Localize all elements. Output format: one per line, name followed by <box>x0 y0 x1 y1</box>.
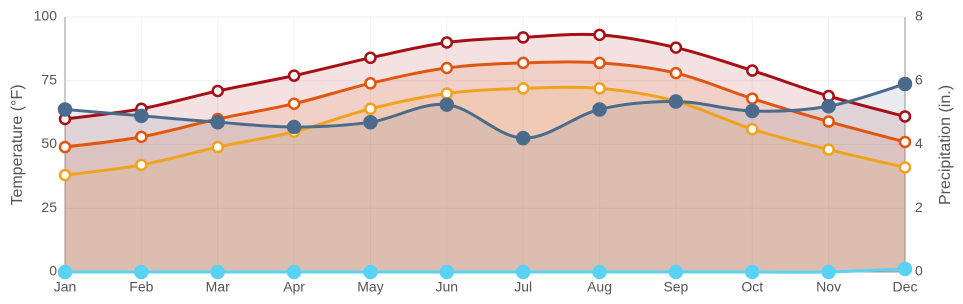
point <box>134 264 149 280</box>
point <box>210 114 225 130</box>
x-tick-label: Jun <box>436 279 459 295</box>
y-tick-label: 25 <box>41 199 57 215</box>
y-axis-title: Temperature (°F) <box>9 84 26 205</box>
x-tick-label: Oct <box>741 279 763 295</box>
point <box>822 143 835 156</box>
y-tick-label: 50 <box>41 135 57 151</box>
point <box>669 41 683 54</box>
point <box>57 102 73 117</box>
point <box>210 264 225 280</box>
point <box>515 264 531 280</box>
area <box>65 34 905 272</box>
point <box>897 76 913 92</box>
point <box>211 84 224 98</box>
point <box>746 122 759 136</box>
point <box>898 135 912 149</box>
point <box>364 102 377 116</box>
area <box>65 83 905 272</box>
point <box>363 114 378 130</box>
point <box>668 264 684 280</box>
point <box>135 158 148 172</box>
y2-tick-label: 4 <box>915 135 923 151</box>
x-tick-label: Mar <box>206 279 230 295</box>
point <box>593 28 606 42</box>
point <box>898 110 912 123</box>
x-tick-label: Dec <box>893 279 918 295</box>
x-tick-label: Apr <box>283 279 305 295</box>
point <box>668 94 684 109</box>
point <box>592 264 607 280</box>
x-tick-label: Sep <box>663 279 688 295</box>
point <box>593 56 606 70</box>
line <box>64 32 906 121</box>
point <box>592 102 607 117</box>
point <box>745 264 760 280</box>
point <box>286 119 302 135</box>
x-tick-label: Jul <box>514 279 532 295</box>
point <box>439 97 455 112</box>
x-tick-label: Aug <box>587 279 612 295</box>
point <box>897 261 913 277</box>
point <box>593 82 606 95</box>
point <box>364 77 377 90</box>
area <box>65 87 905 272</box>
point <box>516 31 530 44</box>
area <box>65 61 905 273</box>
point <box>516 82 530 95</box>
point <box>516 56 530 70</box>
point <box>286 264 302 280</box>
point <box>746 92 759 105</box>
point <box>363 264 378 280</box>
point <box>440 87 454 100</box>
y2-tick-label: 2 <box>915 199 923 215</box>
point <box>439 264 455 280</box>
point <box>822 115 835 128</box>
y2-axis-title: Precipitation (in.) <box>937 85 954 205</box>
y2-tick-label: 0 <box>915 263 923 279</box>
y-tick-label: 75 <box>41 71 57 87</box>
y-tick-label: 0 <box>49 263 57 279</box>
x-tick-label: Nov <box>816 279 841 295</box>
point <box>287 69 301 82</box>
point <box>58 168 72 182</box>
point <box>440 61 454 75</box>
point <box>898 161 912 174</box>
point <box>134 108 149 124</box>
point <box>746 64 759 77</box>
point <box>287 97 301 110</box>
point <box>821 264 836 280</box>
point <box>57 264 73 280</box>
point <box>211 140 224 154</box>
point <box>515 130 531 146</box>
x-tick-label: Jan <box>54 279 77 295</box>
x-tick-label: Feb <box>129 279 153 295</box>
y2-tick-label: 6 <box>915 71 923 87</box>
point <box>821 99 836 114</box>
point <box>58 140 72 154</box>
y-tick-label: 100 <box>34 8 58 24</box>
point <box>669 66 683 80</box>
point <box>135 130 148 144</box>
point <box>745 103 760 119</box>
point <box>364 51 377 65</box>
point <box>440 36 454 49</box>
y2-tick-label: 8 <box>915 8 923 24</box>
x-tick-label: May <box>357 279 383 295</box>
